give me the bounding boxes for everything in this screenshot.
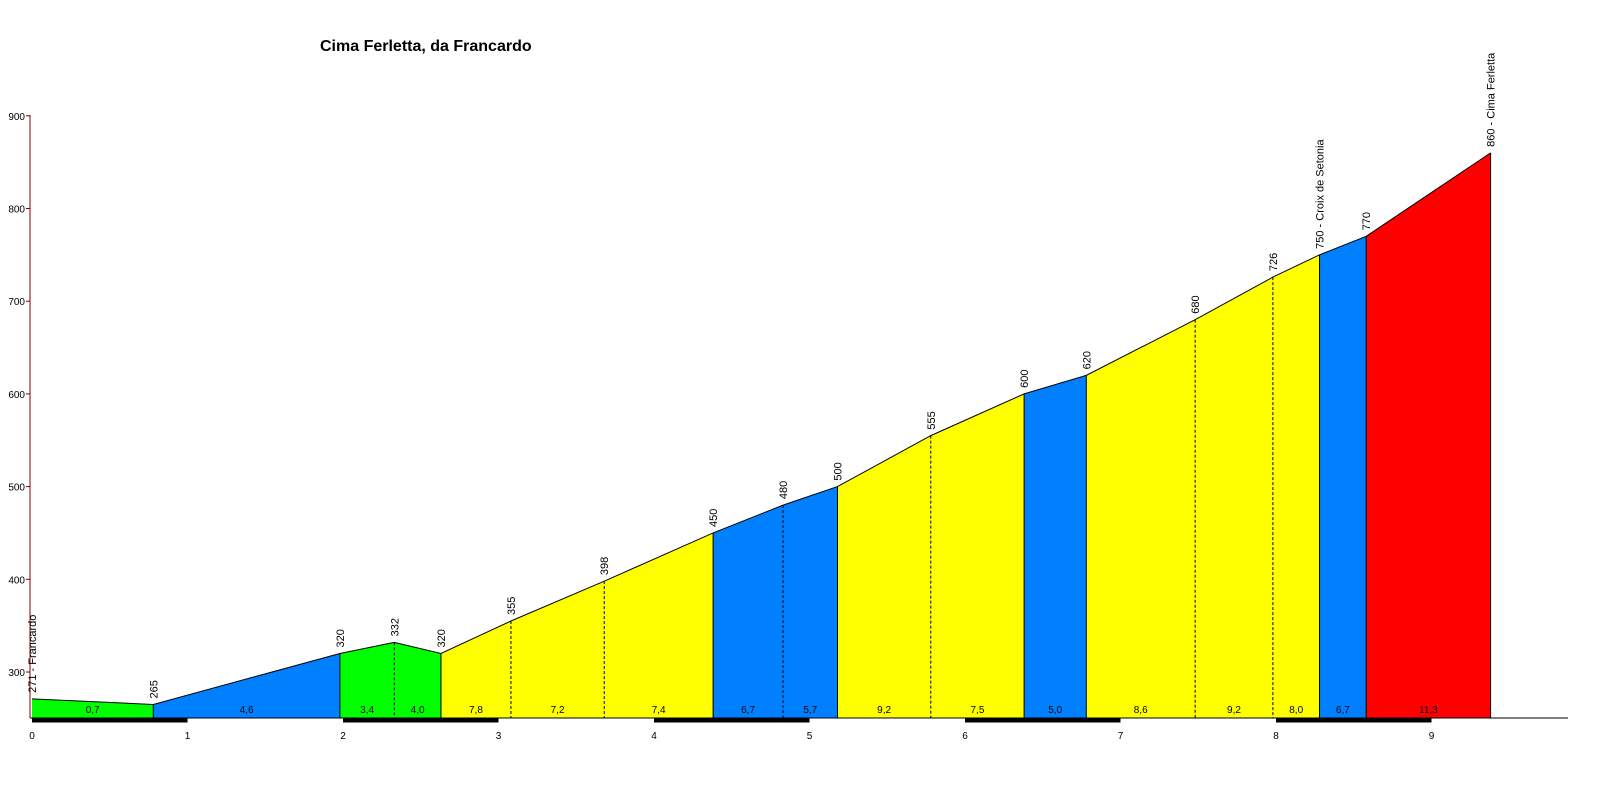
gradient-label: 11,3	[1419, 705, 1438, 716]
segment-area	[1272, 254, 1320, 718]
segment-area	[153, 653, 340, 718]
segment-area	[1086, 319, 1196, 718]
segment-area	[510, 581, 605, 718]
scale-bar-block	[1276, 717, 1432, 723]
segment-area	[394, 642, 441, 718]
altitude-label: 265	[148, 680, 160, 698]
scale-bar-block	[32, 717, 188, 723]
x-tick-label: 8	[1273, 731, 1279, 742]
gradient-label: 6,7	[1336, 705, 1350, 716]
profile-outline	[31, 152, 1492, 718]
segment-area	[783, 486, 838, 718]
km-scale-bar	[32, 717, 1572, 723]
segment-area	[339, 642, 395, 718]
segment-area	[713, 505, 784, 718]
x-tick-label: 7	[1118, 731, 1124, 742]
gradient-segment-areas	[32, 152, 1491, 718]
altitude-label: 860 - Cima Ferletta	[1486, 52, 1498, 147]
altitude-label: 271 - Francardo	[27, 615, 39, 693]
x-tick-label: 5	[807, 731, 813, 742]
altitude-label: 620	[1081, 351, 1093, 369]
segment-area	[1319, 236, 1367, 718]
segment-area	[32, 698, 154, 718]
scale-bar-block	[654, 717, 810, 723]
scale-bar-block	[1120, 717, 1276, 723]
altitude-label: 480	[778, 481, 790, 499]
gradient-label: 9,2	[1227, 705, 1241, 716]
altitude-label: 320	[436, 629, 448, 647]
segment-area	[1366, 152, 1491, 718]
altitude-label: 555	[926, 411, 938, 429]
profile-line	[31, 152, 1491, 705]
segment-area	[1195, 277, 1273, 718]
altitude-label: 320	[335, 629, 347, 647]
gradient-label: 8,6	[1134, 705, 1148, 716]
gradient-label: 4,6	[240, 705, 254, 716]
gradient-label: 7,4	[652, 705, 666, 716]
x-tick-label: 6	[962, 731, 968, 742]
gradient-label: 3,4	[360, 705, 374, 716]
altitude-label: 680	[1190, 295, 1202, 313]
y-tick-label: 900	[8, 112, 25, 123]
altitude-label: 770	[1361, 212, 1373, 230]
x-tick-label: 4	[651, 731, 657, 742]
altitude-label: 355	[506, 597, 518, 615]
altitude-label: 398	[599, 557, 611, 575]
x-tick-label: 9	[1429, 731, 1435, 742]
gradient-label: 0,7	[86, 705, 100, 716]
y-tick-label: 700	[8, 297, 25, 308]
gradient-label: 7,2	[551, 705, 565, 716]
altitude-label: 500	[832, 462, 844, 480]
y-tick-label: 600	[8, 390, 25, 401]
x-tick-label: 0	[29, 731, 35, 742]
scale-bar-block	[809, 717, 965, 723]
segment-area	[930, 393, 1025, 718]
segment-area	[1024, 375, 1087, 718]
gradient-label: 9,2	[877, 705, 891, 716]
segment-area	[837, 435, 931, 718]
scale-bar-block	[343, 717, 499, 723]
altitude-label: 450	[708, 509, 720, 527]
scale-bar-block	[187, 717, 343, 723]
scale-bar-block	[965, 717, 1121, 723]
axes: 300 400 500 600 700 800 900 0 1 2 3 4 5 6 7 8 9	[8, 112, 1568, 742]
scale-bar-block	[1431, 717, 1572, 723]
altitude-label: 600	[1019, 370, 1031, 388]
x-tick-label: 3	[496, 731, 502, 742]
gradient-label: 7,8	[469, 705, 483, 716]
gradient-label: 4,0	[411, 705, 425, 716]
gradient-labels: 0,7 4,6 3,4 4,0 7,8 7,2 7,4 6,7 5,7 9,2 7,5 5,0 8,6 9…	[86, 705, 1438, 716]
gradient-label: 7,5	[970, 705, 984, 716]
y-tick-label: 800	[8, 205, 25, 216]
altitude-label: 332	[389, 618, 401, 636]
gradient-label: 8,0	[1289, 705, 1303, 716]
x-tick-label: 1	[185, 731, 191, 742]
gradient-label: 5,0	[1048, 705, 1062, 716]
altitude-label: 750 - Croix de Setonia	[1315, 139, 1327, 249]
altitude-labels: 271 - Francardo 265 320 332 320 355 398 450 480 5…	[27, 52, 1498, 699]
y-tick-label: 400	[8, 575, 25, 586]
segment-area	[604, 532, 714, 718]
chart-title: Cima Ferletta, da Francardo	[320, 38, 532, 55]
gradient-label: 5,7	[803, 705, 817, 716]
segment-area	[440, 621, 511, 718]
x-tick-label: 2	[340, 731, 346, 742]
y-tick-label: 300	[8, 668, 25, 679]
scale-bar-block	[498, 717, 654, 723]
altitude-label: 726	[1268, 253, 1280, 271]
gradient-label: 6,7	[741, 705, 755, 716]
y-tick-label: 500	[8, 483, 25, 494]
segment-dividers	[152, 236, 1367, 718]
